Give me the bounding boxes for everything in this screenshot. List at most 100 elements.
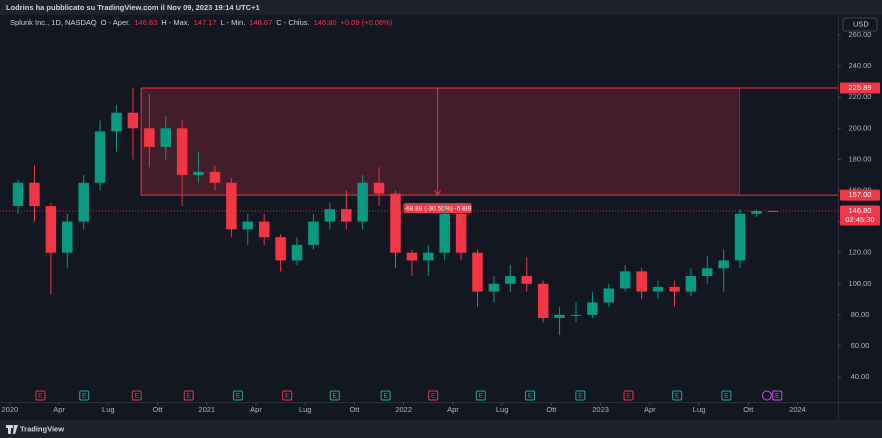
event-label: E <box>38 393 43 400</box>
candle-body <box>751 210 762 214</box>
event-label: E <box>333 393 338 400</box>
event-label: E <box>528 393 533 400</box>
x-tick-label: Lug <box>496 405 509 414</box>
event-label: E <box>82 393 87 400</box>
event-label: E <box>383 393 388 400</box>
range-top-price: 225.89 <box>849 83 872 92</box>
legend-value: 146.67 <box>249 18 272 27</box>
brand-name: TradingView <box>20 424 64 433</box>
legend-value: 147.17 <box>194 18 217 27</box>
event-marker <box>623 390 634 401</box>
candle-body <box>406 252 418 261</box>
event-label: E <box>431 393 436 400</box>
range-bottom-price: 157.00 <box>849 190 872 199</box>
range-top-price-box <box>840 82 880 94</box>
candle-body <box>357 182 368 222</box>
measure-arrow-head <box>434 189 442 197</box>
currency-box[interactable] <box>842 17 878 32</box>
legend-value: 146.83 <box>134 18 157 27</box>
last-price: 146.80 <box>849 206 872 215</box>
publisher-text: Lodrins ha pubblicato su TradingView.com… <box>6 3 260 12</box>
legend-label: H - Max. <box>161 18 189 27</box>
x-tick-label: Ott <box>153 405 164 414</box>
x-tick-label: 2020 <box>2 405 19 414</box>
event-marker <box>131 390 142 401</box>
event-label: E <box>724 393 729 400</box>
y-tick-label: 180.00 <box>849 154 872 163</box>
event-label: E <box>775 393 780 400</box>
event-label: E <box>236 393 241 400</box>
y-tick-label: 260.00 <box>849 30 872 39</box>
event-marker <box>282 390 293 401</box>
candle-body <box>619 271 631 289</box>
candle-body <box>587 302 598 315</box>
legend-label: L - Min. <box>221 18 246 27</box>
candle-body <box>505 276 516 284</box>
y-tick-label: 100.00 <box>849 279 872 288</box>
candle-body <box>767 210 779 212</box>
event-marker <box>232 390 243 401</box>
candle-body <box>94 131 106 183</box>
candle-body <box>521 276 533 284</box>
event-marker <box>380 390 391 401</box>
event-label: E <box>675 393 680 400</box>
y-tick-label: 200.00 <box>849 123 872 132</box>
event-label: E <box>135 393 140 400</box>
event-label: E <box>285 393 290 400</box>
event-marker <box>35 390 46 401</box>
x-tick-label: Ott <box>349 405 360 414</box>
event-marker <box>329 390 340 401</box>
candle-body <box>308 221 319 245</box>
event-label: E <box>626 393 631 400</box>
dividend-icon <box>761 390 772 401</box>
publisher-bar <box>0 0 882 15</box>
candle-body <box>111 112 122 132</box>
event-marker <box>525 390 536 401</box>
candle-body <box>176 128 188 175</box>
candle-body <box>554 314 565 318</box>
x-tick-label: 2024 <box>789 405 806 414</box>
candle-body <box>652 286 664 292</box>
candle-body <box>12 182 24 207</box>
last-price-box <box>840 205 880 226</box>
candle-body <box>226 182 237 230</box>
legend-value: 146.80 <box>314 18 337 27</box>
event-marker <box>428 390 439 401</box>
event-label: E <box>187 393 192 400</box>
event-marker <box>183 390 194 401</box>
x-tick-label: 2023 <box>592 405 609 414</box>
candle-body <box>603 288 615 303</box>
x-tick-label: Apr <box>53 405 65 414</box>
candle-body <box>324 209 336 222</box>
candle-body <box>29 182 40 207</box>
candle-body <box>537 283 549 318</box>
y-tick-label: 80.00 <box>851 310 870 319</box>
candle-body <box>78 182 89 222</box>
x-tick-label: Apr <box>644 405 656 414</box>
event-marker <box>475 390 486 401</box>
x-tick-label: 2022 <box>395 405 412 414</box>
candle-body <box>439 213 450 253</box>
candle-body <box>488 283 500 292</box>
range-box <box>141 88 740 196</box>
candle-body <box>160 128 171 147</box>
measure-label: -68.89 (-30.50%) -6889 <box>404 205 472 212</box>
y-tick-label: 60.00 <box>851 341 870 350</box>
candle-body <box>702 268 713 277</box>
y-tick-label: 120.00 <box>849 248 872 257</box>
event-marker <box>772 390 783 401</box>
candle-body <box>209 171 221 183</box>
x-tick-label: 2021 <box>198 405 215 414</box>
event-marker <box>672 390 683 401</box>
ohlc-legend: Splunk Inc., 1D, NASDAQ O - Aper. 146.83 H … <box>10 18 393 27</box>
legend-label: O - Aper. <box>101 18 131 27</box>
candle-body <box>144 128 155 147</box>
candle-body <box>472 252 483 292</box>
candle-body <box>685 276 697 292</box>
currency[interactable]: USD <box>853 19 869 28</box>
x-tick-label: Apr <box>447 405 459 414</box>
event-label: E <box>479 393 484 400</box>
candle-body <box>291 244 303 261</box>
